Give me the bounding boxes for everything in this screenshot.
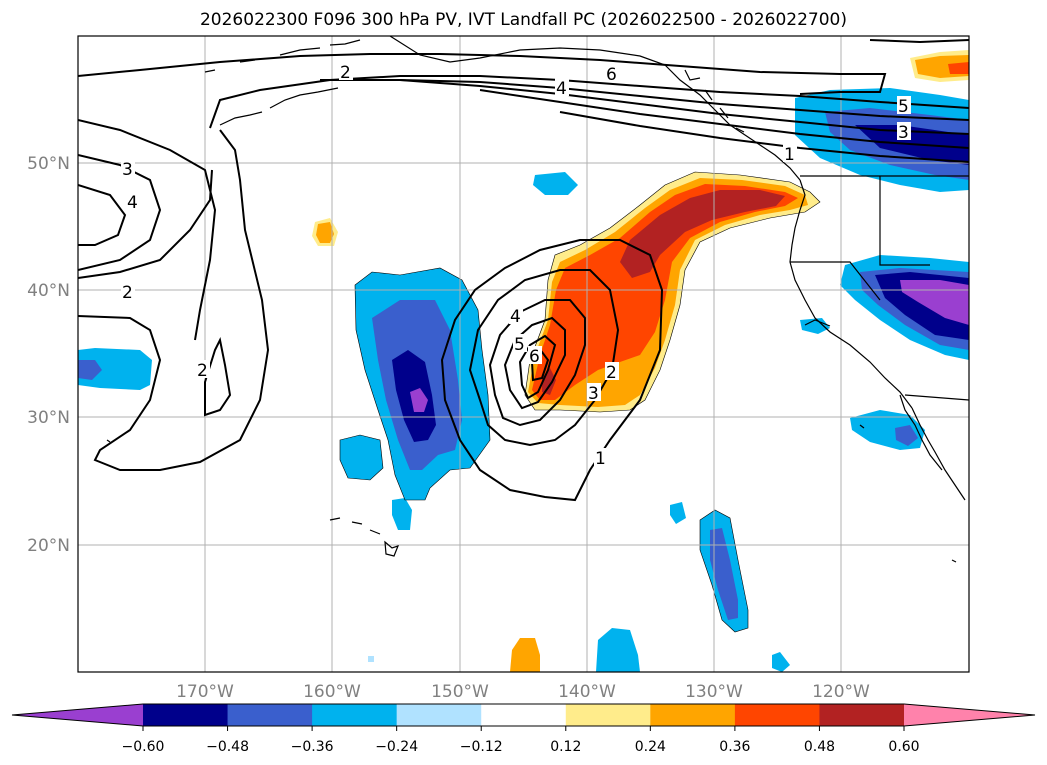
map-title: 2026022300 F096 300 hPa PV, IVT Landfall…: [199, 10, 847, 30]
lon-label: 140°W: [558, 682, 616, 702]
colorbar-extend-min: [12, 704, 143, 726]
colorbar-extend-max: [904, 704, 1035, 726]
contour-label: 3: [588, 384, 599, 404]
latitude-axis: 50°N 40°N 30°N 20°N: [27, 154, 70, 556]
contour-label: 1: [595, 449, 606, 469]
lat-label: 20°N: [27, 536, 70, 556]
contour-label: 2: [340, 63, 351, 83]
lon-label: 160°W: [303, 682, 361, 702]
contour-label: 3: [122, 160, 133, 180]
contour-label: 6: [529, 347, 540, 367]
lon-label: 130°W: [685, 682, 743, 702]
contour-label: 1: [784, 145, 795, 165]
colorbar-tick-label: 0.24: [635, 739, 666, 755]
colorbar-segment: [143, 704, 229, 726]
colorbar-tick-label: −0.12: [460, 739, 503, 755]
contour-label: 2: [197, 361, 208, 381]
colorbar-segment: [481, 704, 567, 726]
contour-label: 2: [122, 283, 133, 303]
colorbar-segment: [396, 704, 482, 726]
contour-label: 6: [606, 65, 617, 85]
longitude-axis: 170°W 160°W 150°W 140°W 130°W 120°W: [176, 682, 870, 702]
colorbar-tick-label: −0.24: [375, 739, 418, 755]
contour-label: 5: [898, 97, 909, 117]
coastlines: [106, 36, 969, 563]
lon-label: 150°W: [431, 682, 489, 702]
colorbar-segment: [565, 704, 651, 726]
lon-label: 170°W: [176, 682, 234, 702]
colorbar-tick-label: −0.60: [122, 739, 165, 755]
colorbar-segment: [734, 704, 820, 726]
graticule: [78, 36, 969, 672]
contour-label: 4: [510, 307, 521, 327]
colorbar-segment: [819, 704, 905, 726]
lat-label: 50°N: [27, 154, 70, 174]
map-border: [77, 35, 970, 673]
colorbar-tick-label: 0.36: [719, 739, 750, 755]
colorbar-tick-label: −0.36: [291, 739, 334, 755]
colorbar-tick-label: −0.48: [206, 739, 249, 755]
colorbar: −0.60 −0.48 −0.36 −0.24 −0.12 0.12 0.24 0.36 0.4…: [11, 703, 1036, 755]
colorbar-segment: [312, 704, 398, 726]
lat-label: 40°N: [27, 281, 70, 301]
pv-anomaly-shading: [78, 50, 969, 672]
contour-label: 4: [127, 193, 138, 213]
contour-labels: 2 3 4 2 2 6 4 5 3 1 4 5 6 3: [121, 62, 911, 469]
colorbar-segment: [227, 704, 313, 726]
colorbar-tick-label: 0.60: [888, 739, 919, 755]
contour-label: 2: [606, 363, 617, 383]
negative-anomaly-central-peak: [410, 388, 428, 412]
colorbar-tick-label: 0.48: [804, 739, 835, 755]
ivt-contours: [78, 39, 969, 502]
colorbar-segment: [650, 704, 736, 726]
contour-label: 5: [514, 335, 525, 355]
contour-label: 4: [556, 79, 567, 99]
lat-label: 30°N: [27, 408, 70, 428]
contour-label: 3: [898, 123, 909, 143]
colorbar-tick-label: 0.12: [550, 739, 581, 755]
lon-label: 120°W: [812, 682, 870, 702]
